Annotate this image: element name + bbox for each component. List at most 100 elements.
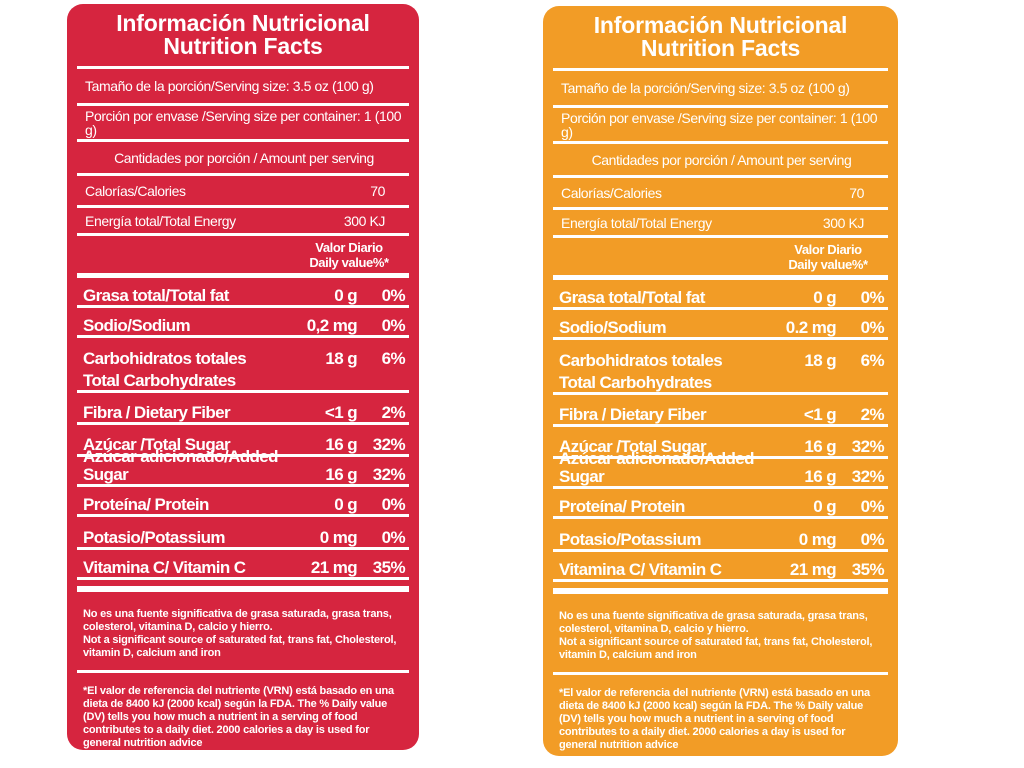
nutrient-list: Grasa total/Total fat 0 g 0% Sodio/Sodium 0,… <box>77 278 409 580</box>
title-spanish: Información Nutricional <box>116 10 370 36</box>
nutrient-amount: 0 g <box>334 286 357 305</box>
servings-per-container-row: Porción por envase /Serving size per con… <box>553 108 888 141</box>
nutrient-row: Fibra / Dietary Fiber <1 g 2% <box>77 393 409 422</box>
nutrient-amount: 18 g <box>325 349 357 368</box>
nutrient-name: Grasa total/Total fat <box>83 286 229 305</box>
divider <box>553 207 888 210</box>
servings-per-container-text: Porción por envase /Serving size per con… <box>561 109 878 140</box>
divider <box>77 577 409 580</box>
nutrient-row: Carbohidratos totales 18 g 6% <box>553 340 888 370</box>
calories-row: Calorías/Calories 70 <box>553 178 888 207</box>
title-spanish: Información Nutricional <box>593 12 848 38</box>
nutrient-amount: 0 mg <box>319 528 358 547</box>
nutrient-row: Fibra / Dietary Fiber <1 g 2% <box>553 395 888 424</box>
nutrient-row: Grasa total/Total fat 0 g 0% <box>77 278 409 305</box>
title-english: Nutrition Facts <box>163 33 323 59</box>
amount-per-serving-row: Cantidades por porción / Amount per serv… <box>553 144 888 175</box>
nutrient-row: Potasio/Potassium 0 mg 0% <box>553 519 888 549</box>
thick-divider <box>553 588 888 594</box>
nutrient-daily-value: 0% <box>860 530 885 549</box>
energy-label: Energía total/Total Energy <box>561 214 712 231</box>
serving-size-row: Tamaño de la porción/Serving size: 3.5 o… <box>77 69 409 103</box>
divider <box>77 305 409 308</box>
thick-divider <box>77 273 409 278</box>
divider <box>553 307 888 310</box>
nutrient-row: Total Carbohydrates <box>77 368 409 390</box>
nutrient-daily-value: 2% <box>860 405 885 424</box>
label-title: Información Nutricional Nutrition Facts <box>553 14 888 60</box>
nutrient-daily-value: 0% <box>381 495 406 514</box>
nutrient-amount: 0 g <box>813 288 836 307</box>
nutrient-daily-value: 32% <box>851 467 885 486</box>
nutrient-amount: <1 g <box>803 405 837 424</box>
nutrient-name: Sodio/Sodium <box>559 318 667 337</box>
divider <box>77 233 409 236</box>
nutrient-name: Potasio/Potassium <box>83 528 226 547</box>
divider <box>77 514 409 517</box>
nutrient-daily-value: 6% <box>381 349 406 368</box>
divider <box>77 103 409 106</box>
calories-label: Calorías/Calories <box>85 182 186 199</box>
amount-per-serving-row: Cantidades por porción / Amount per serv… <box>77 142 409 173</box>
nutrient-row: Azúcar adicionado/Added Sugar 16 g 32% <box>77 448 409 484</box>
nutrient-row: Potasio/Potassium 0 mg 0% <box>77 517 409 547</box>
not-significant-note: No es una fuente significativa de grasa … <box>77 608 409 660</box>
nutrient-daily-value: 32% <box>372 435 406 454</box>
nutrient-name: Total Carbohydrates <box>83 371 236 390</box>
nutrient-name: Sodio/Sodium <box>83 316 191 335</box>
label-title: Información Nutricional Nutrition Facts <box>77 12 409 58</box>
calories-label: Calorías/Calories <box>561 184 662 201</box>
dv-header-spanish: Valor Diario <box>794 242 862 257</box>
nutrient-daily-value: 35% <box>372 558 406 577</box>
note-english: Not a significant source of saturated fa… <box>559 636 873 661</box>
dv-header-spanish: Valor Diario <box>315 240 383 255</box>
servings-per-container-text: Porción por envase /Serving size per con… <box>85 107 402 138</box>
divider <box>553 516 888 519</box>
servings-per-container-row: Porción por envase /Serving size per con… <box>77 106 409 139</box>
nutrient-row: Azúcar /Total Sugar 16 g 32% <box>553 427 888 456</box>
nutrient-daily-value: 35% <box>851 560 885 579</box>
nutrient-amount: 0 g <box>813 497 836 516</box>
nutrient-row: Grasa total/Total fat 0 g 0% <box>553 280 888 307</box>
nutrient-row: Azúcar adicionado/Added Sugar 16 g 32% <box>553 450 888 486</box>
nutrient-name: Total Carbohydrates <box>559 373 712 392</box>
nutrient-name: Carbohidratos totales <box>559 351 723 370</box>
nutrient-daily-value: 0% <box>381 528 406 547</box>
daily-value-header: Valor Diario Daily value%* <box>77 240 409 270</box>
footnote: *El valor de referencia del nutriente (V… <box>83 685 394 749</box>
nutrient-name: Potasio/Potassium <box>559 530 702 549</box>
nutrient-name: Vitamina C/ Vitamin C <box>83 558 246 577</box>
divider <box>553 337 888 340</box>
nutrient-daily-value: 6% <box>860 351 885 370</box>
nutrient-name: Azúcar adicionado/Added Sugar <box>559 449 755 486</box>
divider <box>77 484 409 487</box>
nutrient-row: Sodio/Sodium 0,2 mg 0% <box>77 308 409 335</box>
divider <box>77 390 409 393</box>
divider <box>77 422 409 425</box>
nutrition-label-red: Información Nutricional Nutrition Facts … <box>67 4 419 750</box>
calories-value: 70 <box>370 182 385 199</box>
nutrient-row: Sodio/Sodium 0.2 mg 0% <box>553 310 888 337</box>
thick-divider <box>553 275 888 280</box>
serving-size-text: Tamaño de la porción/Serving size: 3.5 o… <box>85 78 374 94</box>
nutrient-row: Total Carbohydrates <box>553 370 888 392</box>
nutrient-row: Proteína/ Protein 0 g 0% <box>553 489 888 516</box>
divider <box>77 205 409 208</box>
serving-size-text: Tamaño de la porción/Serving size: 3.5 o… <box>561 80 850 96</box>
nutrient-row: Azúcar /Total Sugar 16 g 32% <box>77 425 409 454</box>
title-english: Nutrition Facts <box>640 35 801 61</box>
calories-row: Calorías/Calories 70 <box>77 176 409 205</box>
nutrient-name: Proteína/ Protein <box>559 497 685 516</box>
nutrient-amount: 21 mg <box>310 558 358 577</box>
divider <box>553 105 888 108</box>
note-spanish: No es una fuente significativa de grasa … <box>83 608 392 633</box>
divider <box>553 141 888 144</box>
nutrient-amount: 16 g <box>804 467 836 486</box>
amount-per-serving-text: Cantidades por porción / Amount per serv… <box>591 151 852 168</box>
nutrient-row: Carbohidratos totales 18 g 6% <box>77 338 409 368</box>
nutrient-daily-value: 32% <box>851 437 885 456</box>
nutrient-list: Grasa total/Total fat 0 g 0% Sodio/Sodium 0.… <box>553 280 888 582</box>
nutrient-amount: 18 g <box>804 351 836 370</box>
amount-per-serving-text: Cantidades por porción / Amount per serv… <box>114 149 374 166</box>
divider <box>77 66 409 69</box>
